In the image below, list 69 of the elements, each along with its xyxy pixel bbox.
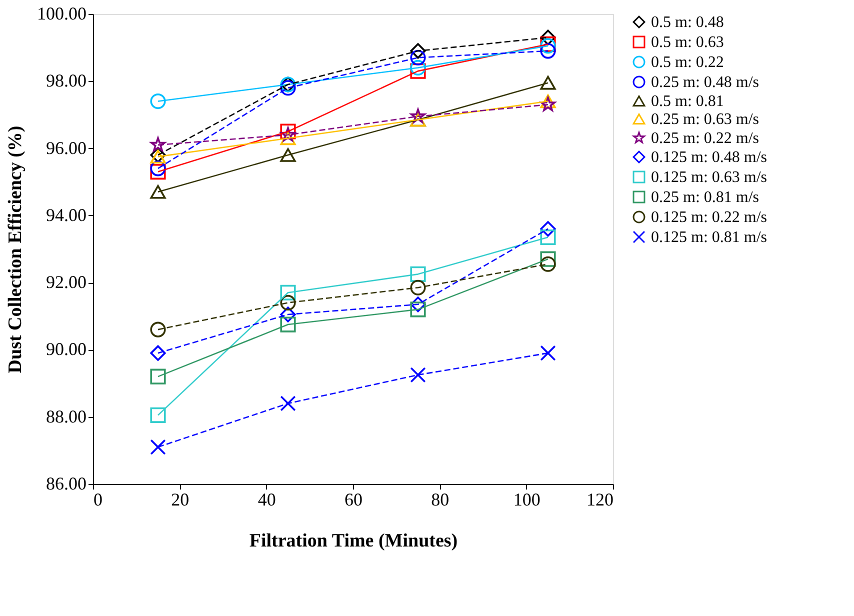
point <box>150 94 166 110</box>
x-tick-label: 120 <box>586 490 614 510</box>
x-tick-label: 60 <box>344 490 362 510</box>
point <box>540 256 556 272</box>
point <box>540 229 556 246</box>
legend-label: 0.5 m: 0.22 <box>651 54 724 71</box>
x-tick-label: 0 <box>94 490 102 510</box>
point <box>410 280 426 296</box>
point <box>410 43 426 59</box>
y-axis-title: Dust Collection Efficiency (%) <box>5 126 26 374</box>
point <box>280 294 296 310</box>
point <box>150 345 166 361</box>
y-tick-label: 96.00 <box>46 138 86 158</box>
point <box>280 396 296 412</box>
point <box>280 284 296 300</box>
point <box>150 164 166 180</box>
legend-label: 0.25 m: 0.22 m/s <box>651 130 760 147</box>
point <box>150 185 166 199</box>
point <box>280 148 296 162</box>
point <box>540 30 556 46</box>
point <box>280 80 296 96</box>
point <box>150 322 166 338</box>
point <box>540 221 556 237</box>
point <box>540 43 556 59</box>
point <box>410 302 426 318</box>
x-axis-title: Filtration Time (Minutes) <box>249 530 458 552</box>
legend-label: 0.125 m: 0.63 m/s <box>651 169 768 186</box>
legend-label: 0.125 m: 0.48 m/s <box>651 149 768 166</box>
point <box>280 131 296 146</box>
point <box>410 63 426 79</box>
point <box>150 160 166 176</box>
point <box>280 306 296 322</box>
x-tick-label: 20 <box>171 490 190 510</box>
legend-label: 0.125 m: 0.81 m/s <box>651 229 768 246</box>
point <box>280 124 296 140</box>
legend-label: 0.25 m: 0.81 m/s <box>651 189 760 206</box>
legend-label: 0.25 m: 0.48 m/s <box>651 74 760 91</box>
legend-label: 0.5 m: 0.81 <box>651 93 724 110</box>
point <box>540 96 556 112</box>
point <box>280 316 296 332</box>
y-tick-label: 92.00 <box>46 272 86 292</box>
y-tick-label: 86.00 <box>46 474 86 494</box>
y-tick-label: 100.00 <box>37 4 86 24</box>
point <box>410 367 426 383</box>
point <box>150 368 166 384</box>
y-tick-label: 94.00 <box>46 204 86 225</box>
legend-label: 0.25 m: 0.63 m/s <box>651 111 760 128</box>
y-tick-label: 88.00 <box>46 406 86 426</box>
point <box>410 108 426 123</box>
x-tick-label: 100 <box>513 490 540 510</box>
legend-label: 0.5 m: 0.48 <box>651 14 724 31</box>
point <box>410 60 426 76</box>
point <box>410 296 426 312</box>
legend-label: 0.125 m: 0.22 m/s <box>651 209 768 226</box>
point <box>410 266 426 282</box>
point <box>150 407 166 423</box>
x-tick-label: 80 <box>431 490 450 510</box>
point <box>540 94 556 108</box>
y-tick-label: 98.00 <box>46 70 86 91</box>
point <box>540 345 556 361</box>
y-tick-label: 90.00 <box>46 339 86 360</box>
point <box>540 251 556 267</box>
point <box>150 439 166 455</box>
point <box>410 50 426 66</box>
legend-label: 0.5 m: 0.63 <box>651 34 724 51</box>
point <box>150 137 166 152</box>
point <box>540 76 556 90</box>
point <box>280 127 296 142</box>
x-tick-label: 40 <box>258 490 276 510</box>
